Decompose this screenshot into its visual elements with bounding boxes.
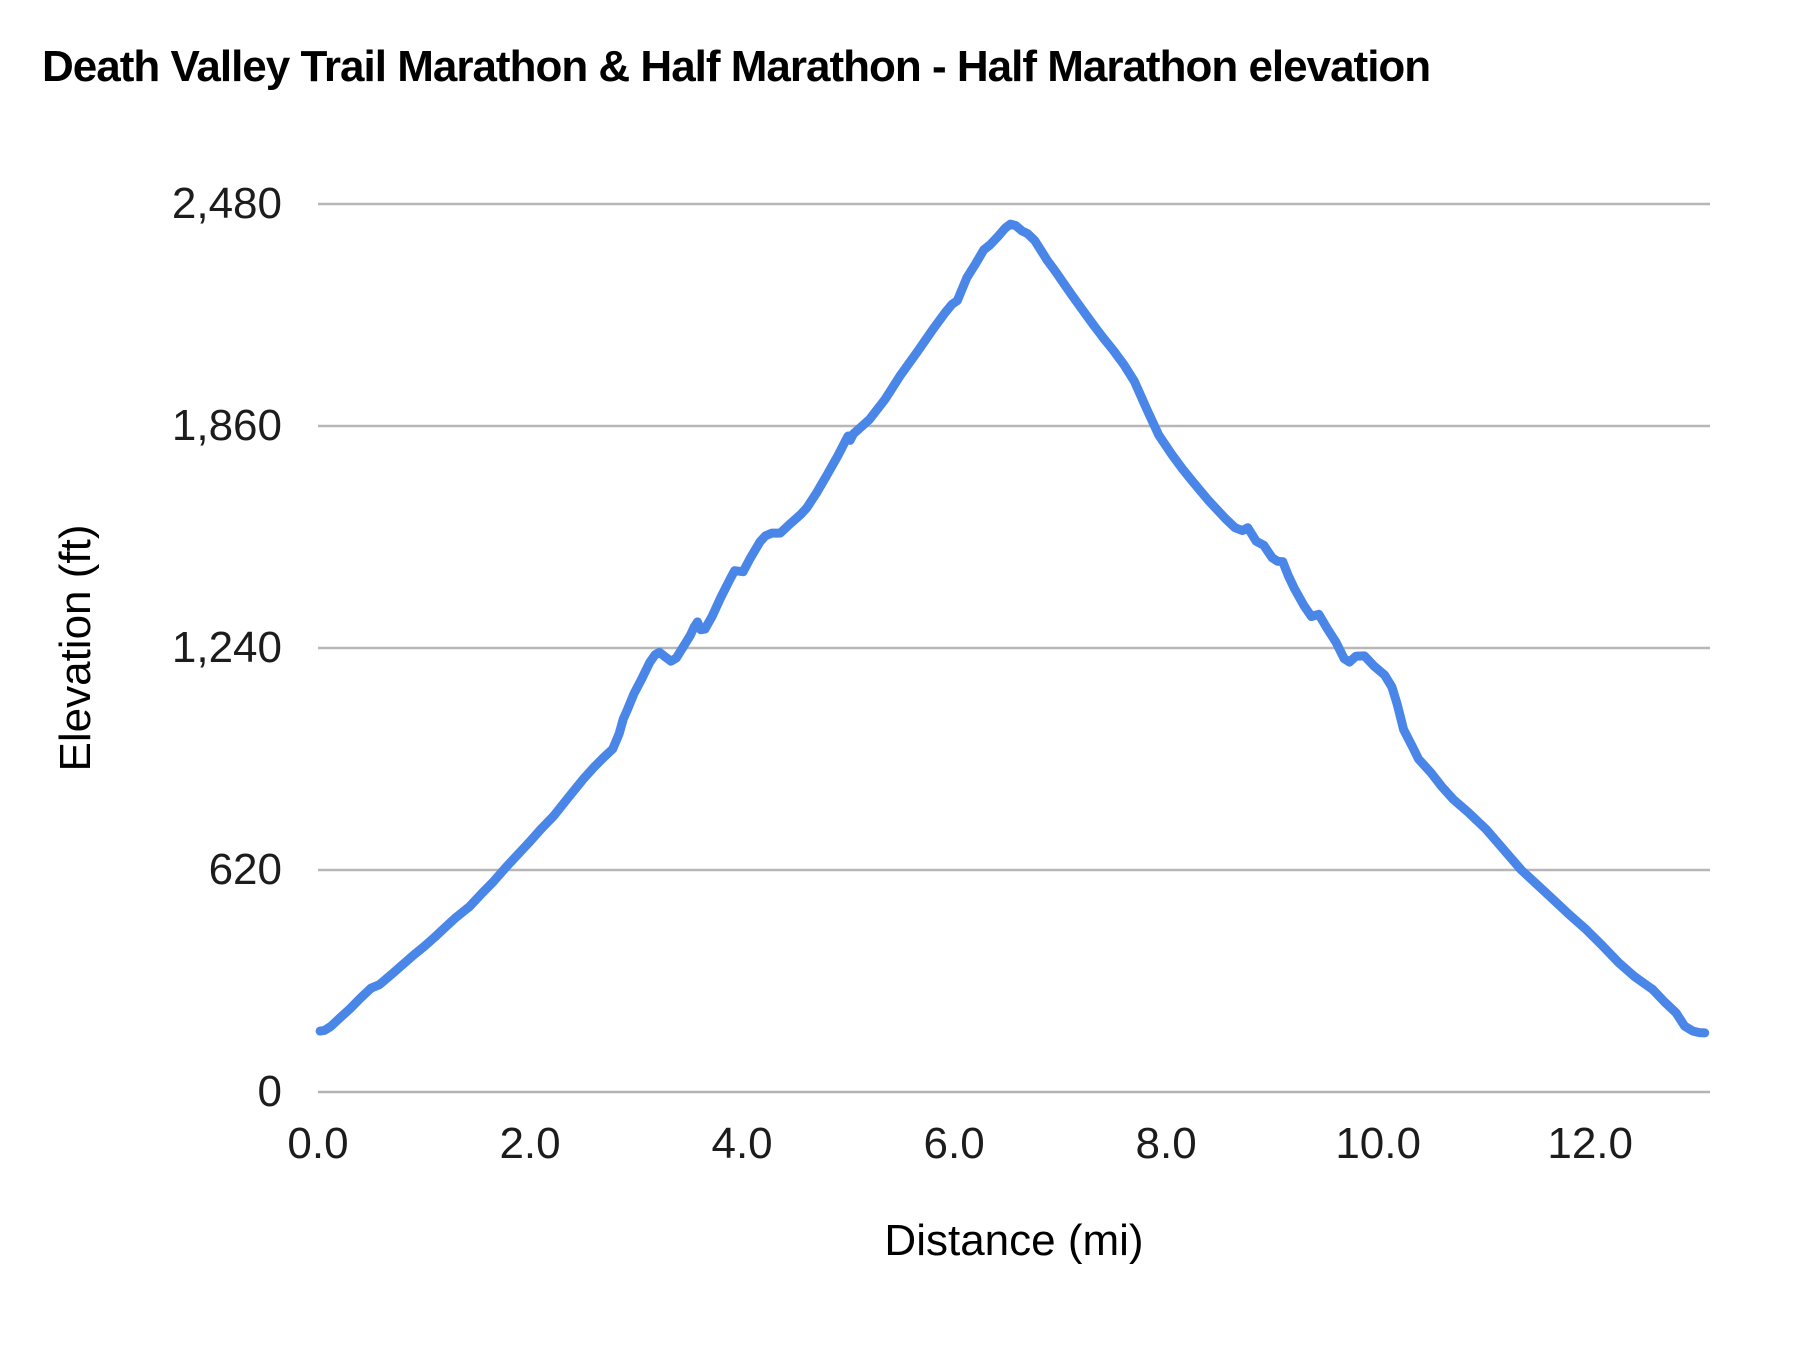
- elevation-series-line: [315, 219, 1710, 1038]
- x-tick-label-6.0: 6.0: [923, 1119, 985, 1168]
- x-tick-label-8.0: 8.0: [1135, 1119, 1197, 1168]
- y-tick-label-0: 0: [257, 1067, 282, 1116]
- x-axis-title: Distance (mi): [884, 1216, 1144, 1265]
- x-tick-label-4.0: 4.0: [711, 1119, 773, 1168]
- y-tick-label-2480: 2,480: [171, 179, 282, 228]
- x-tick-label-12.0: 12.0: [1547, 1119, 1634, 1168]
- y-tick-label-1860: 1,860: [171, 401, 282, 450]
- y-tick-label-1240: 1,240: [171, 623, 282, 672]
- y-tick-label-620: 620: [208, 845, 282, 894]
- chart-title: Death Valley Trail Marathon & Half Marat…: [42, 42, 1431, 91]
- x-tick-label-2.0: 2.0: [499, 1119, 561, 1168]
- x-tick-label-10.0: 10.0: [1335, 1119, 1421, 1168]
- x-tick-label-0.0: 0.0: [287, 1119, 349, 1168]
